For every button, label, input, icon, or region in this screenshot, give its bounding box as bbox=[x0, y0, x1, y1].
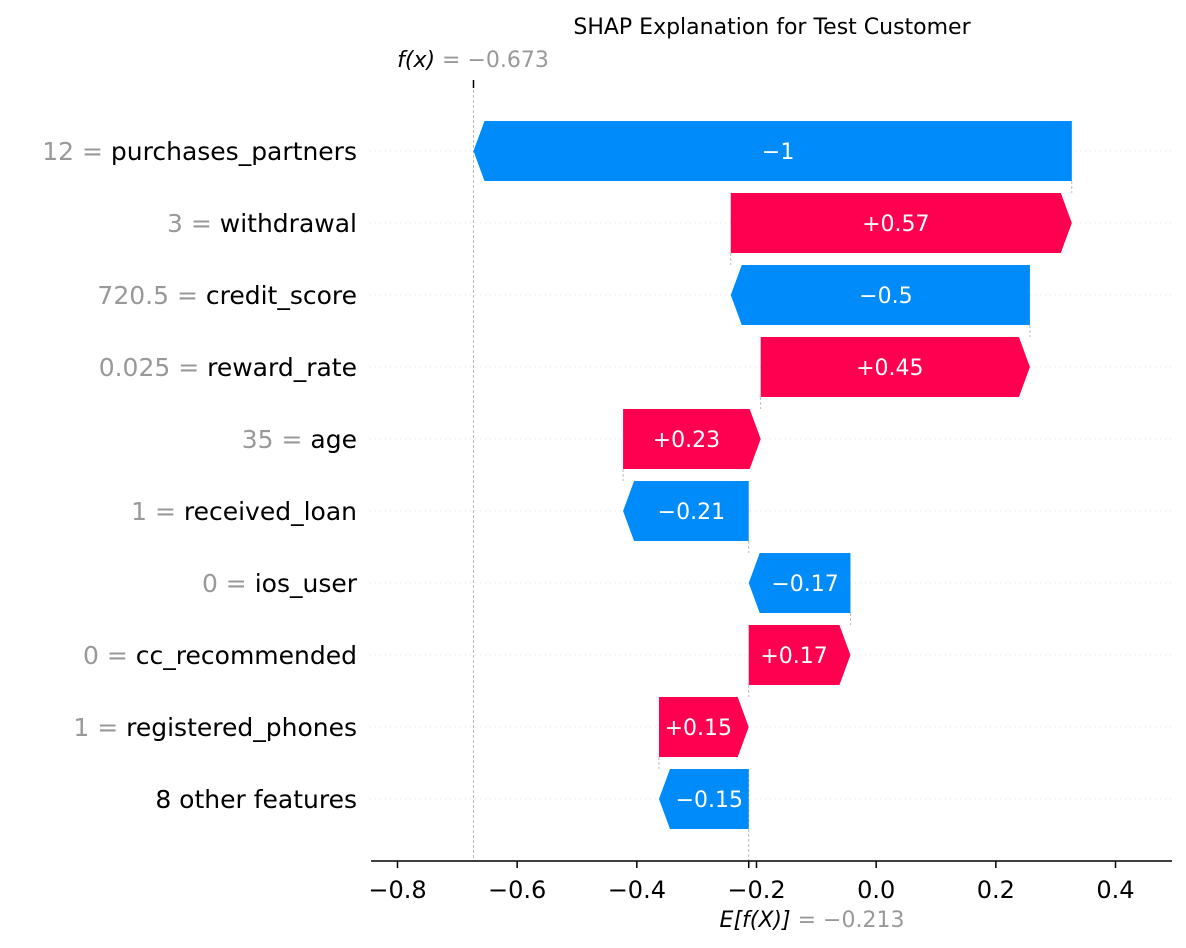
bars-group bbox=[473, 121, 1072, 829]
bar-ios_user bbox=[748, 553, 851, 613]
bar-value-label: +0.15 bbox=[665, 716, 732, 741]
bar-reward_rate bbox=[760, 337, 1030, 397]
feature-label: 0 = ios_user bbox=[202, 569, 358, 598]
bar-value-label: −0.17 bbox=[771, 572, 838, 597]
bar-value-label: +0.45 bbox=[856, 356, 923, 381]
efx-label: E[f(X)] bbox=[720, 908, 791, 933]
feature-label: 3 = withdrawal bbox=[167, 209, 357, 238]
feature-value: 3 = bbox=[167, 209, 220, 238]
bar-value-label: −0.5 bbox=[859, 284, 912, 309]
feature-value: 35 = bbox=[242, 425, 311, 454]
feature-value: 0 = bbox=[83, 641, 136, 670]
x-tick-label: 0.2 bbox=[977, 876, 1015, 904]
bar-cc_recommended bbox=[748, 625, 851, 685]
feature-label: 35 = age bbox=[242, 425, 357, 454]
bar-value-label: +0.57 bbox=[862, 212, 929, 237]
bar-value-label: −1 bbox=[762, 140, 794, 165]
x-tick-label: −0.8 bbox=[368, 876, 426, 904]
efx-equals: = bbox=[791, 908, 823, 933]
feature-name: withdrawal bbox=[220, 209, 357, 238]
x-tick-label: −0.6 bbox=[488, 876, 546, 904]
feature-label: 1 = registered_phones bbox=[73, 713, 357, 742]
feature-value: 1 = bbox=[131, 497, 184, 526]
efx-value: −0.213 bbox=[823, 908, 904, 933]
feature-label: 0.025 = reward_rate bbox=[99, 353, 357, 382]
x-tick-label: −0.2 bbox=[727, 876, 785, 904]
feature-name: purchases_partners bbox=[111, 137, 357, 166]
chart-title: SHAP Explanation for Test Customer bbox=[573, 15, 971, 40]
feature-name: registered_phones bbox=[126, 713, 357, 742]
feature-name: age bbox=[310, 425, 357, 454]
feature-value: 720.5 = bbox=[97, 281, 205, 310]
bar-purchases_partners bbox=[473, 121, 1072, 181]
feature-label: 1 = received_loan bbox=[131, 497, 357, 526]
fx-label: f(x) bbox=[397, 48, 435, 73]
feature-label: 8 other features bbox=[155, 785, 357, 814]
feature-label: 12 = purchases_partners bbox=[42, 137, 357, 166]
feature-name: credit_score bbox=[206, 281, 357, 310]
bar-withdrawal bbox=[730, 193, 1072, 253]
feature-label: 0 = cc_recommended bbox=[83, 641, 357, 670]
fx-value: −0.673 bbox=[467, 48, 548, 73]
base-value-annotation: E[f(X)] = −0.213 bbox=[720, 908, 905, 933]
bar-value-label: −0.15 bbox=[676, 788, 743, 813]
feature-name: 8 other features bbox=[155, 785, 357, 814]
feature-value: 1 = bbox=[73, 713, 126, 742]
bar-value-label: +0.17 bbox=[760, 644, 827, 669]
feature-labels-group: 12 = purchases_partners 3 = withdrawal 720… bbox=[42, 137, 357, 814]
bar-registered_phones bbox=[658, 697, 749, 757]
bar-labels-group: −1 +0.57 −0.5 +0.45 +0.23 −0.21 −0.17 +0.17 +0.1… bbox=[653, 140, 930, 813]
bar-received_loan bbox=[623, 481, 749, 541]
feature-name: received_loan bbox=[184, 497, 357, 526]
x-tick-label: −0.4 bbox=[608, 876, 666, 904]
x-tick-label: 0.4 bbox=[1096, 876, 1134, 904]
feature-name: reward_rate bbox=[207, 353, 357, 382]
feature-name: cc_recommended bbox=[136, 641, 357, 670]
bar-value-label: −0.21 bbox=[658, 500, 725, 525]
feature-name: ios_user bbox=[255, 569, 358, 598]
feature-value: 0 = bbox=[202, 569, 255, 598]
feature-value: 0.025 = bbox=[99, 353, 207, 382]
feature-label: 720.5 = credit_score bbox=[97, 281, 357, 310]
bar-8-other-features bbox=[658, 769, 749, 829]
fx-annotation: f(x) = −0.673 bbox=[397, 48, 549, 73]
bar-age bbox=[623, 409, 761, 469]
bar-value-label: +0.23 bbox=[653, 428, 720, 453]
fx-equals: = bbox=[435, 48, 467, 73]
bar-credit_score bbox=[730, 265, 1030, 325]
feature-value: 12 = bbox=[42, 137, 111, 166]
x-tick-label: 0.0 bbox=[857, 876, 895, 904]
x-axis: −0.8 −0.6 −0.4 −0.2 0.0 0.2 0.4 bbox=[368, 860, 1172, 904]
